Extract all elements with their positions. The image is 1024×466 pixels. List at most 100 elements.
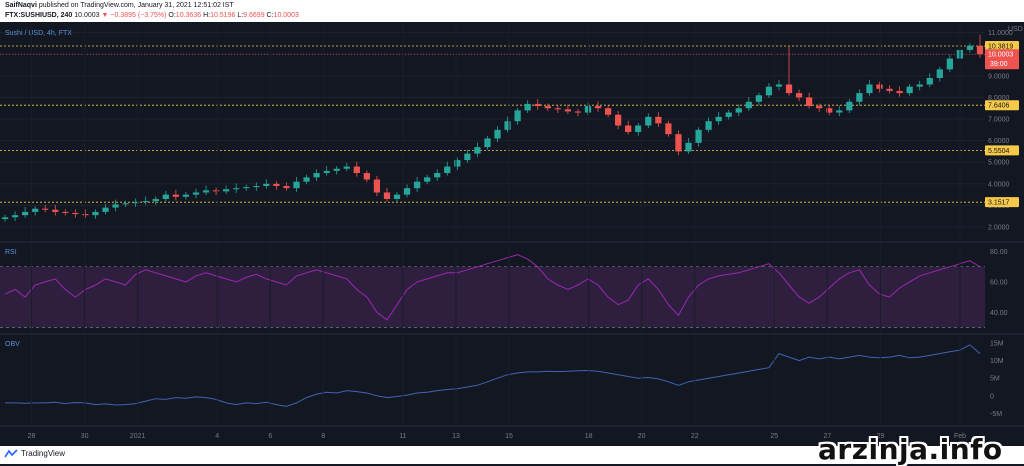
candle-body xyxy=(615,114,622,126)
author-name[interactable]: SaifNaqvi xyxy=(5,2,37,9)
obv-axis-tick: 15M xyxy=(990,341,1004,348)
candle-body xyxy=(323,170,330,174)
candle-body xyxy=(393,194,401,199)
rsi-axis-tick: 60.00 xyxy=(990,279,1008,286)
candle-body xyxy=(353,166,360,174)
candle-body xyxy=(11,215,19,218)
close-label: C: xyxy=(266,12,274,19)
candle-body xyxy=(484,138,491,148)
candle-body xyxy=(976,45,984,55)
tradingview-logo[interactable]: TradingView xyxy=(4,449,65,458)
candle-body xyxy=(72,213,79,215)
candle-body xyxy=(806,97,813,107)
time-axis-tick: 4 xyxy=(215,433,219,440)
candle-body xyxy=(454,160,461,167)
candle-body xyxy=(816,106,823,109)
candle-body xyxy=(695,129,702,143)
candle-body xyxy=(172,194,179,197)
time-axis-tick: Feb xyxy=(954,433,966,440)
last-price: 10.0003 xyxy=(74,12,100,19)
candle-body xyxy=(52,209,59,212)
time-axis-tick: 28 xyxy=(28,433,36,440)
candle-body xyxy=(243,187,250,189)
candle-body xyxy=(313,173,320,178)
publish-header: SaifNaqvi published on TradingView.com, … xyxy=(0,0,1024,22)
tradingview-logo-icon xyxy=(4,449,18,458)
candle-body xyxy=(112,204,119,208)
candle-body xyxy=(32,208,39,212)
candle-body xyxy=(524,103,531,111)
candle-body xyxy=(946,58,953,70)
rsi-axis-tick: 80.00 xyxy=(990,249,1008,256)
candle-body xyxy=(343,166,350,169)
candle-body xyxy=(675,134,682,152)
time-axis-tick: 13 xyxy=(452,433,460,440)
candle-body xyxy=(233,188,240,190)
chart-area[interactable]: 11.000010.00009.00008.00007.00006.00005.… xyxy=(0,22,1024,446)
candle-body xyxy=(444,166,451,174)
low-label: L: xyxy=(237,12,244,19)
price-axis-tick: 4.0000 xyxy=(988,181,1010,188)
candle-body xyxy=(42,208,49,210)
candle-body xyxy=(795,93,803,98)
watermark-text: arzinja.info xyxy=(818,433,1003,466)
candle-body xyxy=(303,177,310,182)
open-label: O: xyxy=(168,12,176,19)
obv-axis-tick: 10M xyxy=(990,358,1004,365)
price-axis-tick: 2.0000 xyxy=(988,225,1010,232)
level-price-tag xyxy=(985,145,1019,156)
candle-body xyxy=(293,181,300,189)
candle-body xyxy=(785,84,793,94)
candle-body xyxy=(564,109,572,112)
time-axis-tick: 8 xyxy=(321,433,325,440)
candle-body xyxy=(836,110,843,113)
candle-body xyxy=(333,168,340,171)
candle-body xyxy=(645,116,652,126)
price-axis-tick: 7.0000 xyxy=(988,117,1010,124)
candle-body xyxy=(604,108,612,115)
candle-body xyxy=(685,142,692,152)
price-axis-tick: 8.0000 xyxy=(988,95,1010,102)
time-axis-tick: 25 xyxy=(770,433,778,440)
level-price-tag xyxy=(985,40,1019,51)
candle-body xyxy=(263,183,270,186)
candle-body xyxy=(363,173,370,180)
author-line: SaifNaqvi published on TradingView.com, … xyxy=(5,1,234,11)
time-axis-tick: 27 xyxy=(823,433,831,440)
bar-countdown-label: 39:00 xyxy=(990,61,1008,68)
time-axis-tick: 30 xyxy=(81,433,89,440)
candle-body xyxy=(705,121,712,130)
price-legend: Sushi / USD, 4h, FTX xyxy=(5,30,72,37)
tradingview-logo-text: TradingView xyxy=(21,449,66,458)
candle-body xyxy=(92,211,99,216)
obv-legend: OBV xyxy=(5,341,20,348)
obv-line xyxy=(5,344,981,407)
candle-body xyxy=(966,45,974,50)
level-price-label: 7.6406 xyxy=(988,103,1010,110)
candle-body xyxy=(82,214,89,216)
candle-body xyxy=(544,106,551,109)
ohlc-line: FTX:SUSHIUSD, 240 10.0003 ▼ −0.3895 (−3.… xyxy=(5,11,299,21)
candle-body xyxy=(866,84,873,94)
candle-body xyxy=(936,69,943,78)
candle-body xyxy=(122,203,129,205)
candle-body xyxy=(413,181,421,189)
candle-body xyxy=(665,123,672,135)
rsi-line xyxy=(4,254,981,321)
time-axis-tick: 15 xyxy=(505,433,513,440)
level-price-label: 5.5504 xyxy=(988,148,1010,155)
candle-body xyxy=(383,192,391,199)
price-axis-tick: 9.0000 xyxy=(988,73,1010,80)
obv-axis-tick: -5M xyxy=(990,411,1002,418)
candle-body xyxy=(424,177,431,182)
obv-axis-tick: 0 xyxy=(990,393,994,400)
candle-body xyxy=(554,108,561,110)
high-value: 10.5196 xyxy=(210,12,236,19)
candle-body xyxy=(514,110,521,122)
level-price-tag xyxy=(985,197,1019,208)
candle-body xyxy=(856,93,863,102)
candle-body xyxy=(142,201,149,203)
candle-body xyxy=(202,190,210,193)
candle-body xyxy=(182,194,190,197)
time-axis-tick: 20 xyxy=(638,433,646,440)
